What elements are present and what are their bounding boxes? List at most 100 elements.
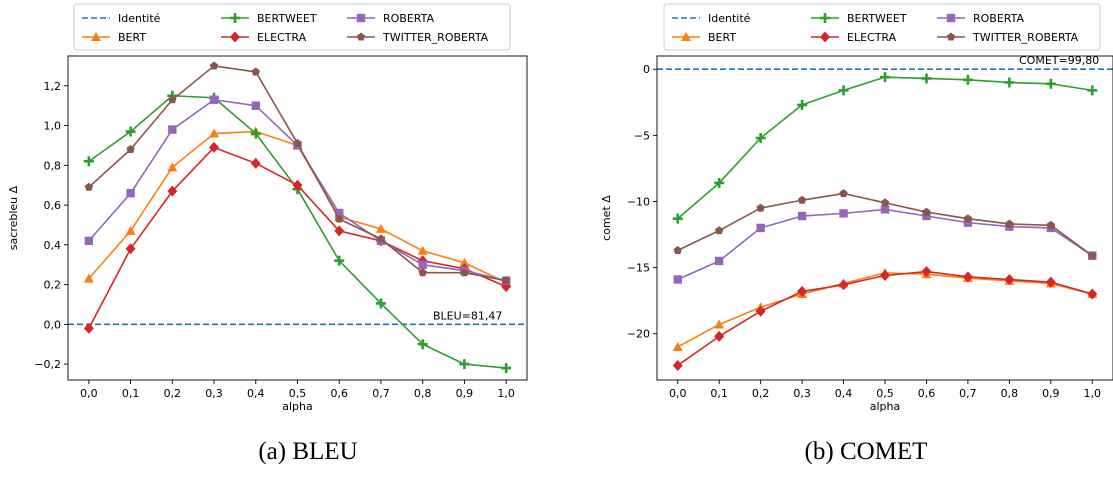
x-tick-label: 0,5 [876, 387, 894, 400]
series-twitter-roberta [85, 62, 511, 285]
legend-label: ROBERTA [383, 12, 435, 25]
y-tick-label: 0,8 [44, 159, 62, 172]
legend-label: BERTWEET [257, 12, 317, 25]
data-point-twitter-roberta [881, 198, 889, 206]
data-point-roberta [85, 237, 93, 245]
data-point-roberta [798, 212, 806, 220]
y-tick-label: 0,6 [44, 199, 62, 212]
data-point-electra [880, 270, 890, 281]
legend-label: ELECTRA [257, 31, 307, 44]
x-tick-label: 0,2 [164, 387, 182, 400]
data-point-electra [756, 306, 766, 317]
data-point-electra [714, 331, 724, 342]
legend-label: Identité [708, 12, 751, 25]
data-point-bertweet [963, 75, 973, 85]
y-tick-label: 1,0 [44, 120, 62, 133]
series-line-bertweet [89, 96, 506, 368]
y-tick-label: 0,0 [44, 318, 62, 331]
legend-label: BERT [118, 31, 146, 44]
legend-label: BERTWEET [847, 12, 907, 25]
legend-label: ELECTRA [847, 31, 897, 44]
data-point-roberta [168, 125, 176, 133]
data-point-bertweet [880, 72, 890, 82]
series-bertweet [84, 91, 511, 373]
caption-comet: (b) COMET [805, 438, 928, 466]
series-line-bert [89, 132, 506, 283]
series-line-bertweet [678, 77, 1093, 219]
x-tick-label: 0,1 [710, 387, 728, 400]
data-point-twitter-roberta [798, 196, 806, 204]
legend-label: TWITTER_ROBERTA [972, 31, 1079, 44]
x-tick-label: 0,0 [669, 387, 687, 400]
caption-bleu: (a) BLEU [258, 438, 357, 466]
legend-label: TWITTER_ROBERTA [382, 31, 489, 44]
data-point-bertweet [921, 73, 931, 83]
x-tick-label: 1,0 [1084, 387, 1102, 400]
data-point-roberta [210, 96, 218, 104]
series-bert [84, 127, 511, 287]
legend-label: BERT [708, 31, 736, 44]
x-tick-label: 0,7 [372, 387, 390, 400]
data-point-electra [673, 360, 683, 371]
data-point-electra [839, 279, 849, 290]
data-point-bertweet [1004, 77, 1014, 87]
x-tick-label: 0,6 [918, 387, 936, 400]
legend: Identité BERT BERTWEET ELECTRA ROBERTA TWITTE… [74, 4, 510, 50]
data-point-bert [418, 246, 428, 255]
data-point-roberta [252, 101, 260, 109]
data-point-twitter-roberta [252, 68, 260, 76]
x-tick-label: 0,1 [122, 387, 140, 400]
data-point-bert [126, 226, 136, 235]
series-line-twitter-roberta [89, 66, 506, 281]
y-tick-label: 0 [643, 63, 650, 76]
series-line-electra [678, 272, 1093, 366]
x-tick-label: 0,4 [835, 387, 853, 400]
data-point-twitter-roberta [964, 214, 972, 222]
data-point-twitter-roberta [293, 139, 301, 147]
data-point-twitter-roberta [377, 234, 385, 242]
data-point-twitter-roberta [674, 246, 682, 254]
data-point-electra [251, 158, 261, 169]
x-tick-label: 0,5 [289, 387, 307, 400]
y-tick-label: 1,2 [44, 80, 62, 93]
y-axis-label: sacrebleu Δ [7, 185, 20, 250]
x-tick-label: 0,4 [247, 387, 265, 400]
axes-frame [657, 56, 1113, 380]
data-point-roberta [881, 205, 889, 213]
data-point-electra [84, 323, 94, 334]
series-electra [84, 142, 511, 334]
series-line-electra [89, 147, 506, 328]
y-tick-label: 0,4 [44, 239, 62, 252]
data-point-bertweet [84, 156, 94, 166]
y-tick-label: −20 [627, 328, 650, 341]
data-point-roberta [715, 257, 723, 265]
data-point-bert [714, 319, 724, 328]
data-point-twitter-roberta [210, 62, 218, 70]
data-point-roberta [418, 261, 426, 269]
data-point-bertweet [839, 85, 849, 95]
series-twitter-roberta [674, 189, 1097, 259]
x-tick-label: 0,8 [414, 387, 432, 400]
x-tick-label: 0,9 [1042, 387, 1060, 400]
y-tick-label: −15 [627, 262, 650, 275]
x-tick-label: 1,0 [497, 387, 515, 400]
x-tick-label: 0,7 [959, 387, 977, 400]
data-point-twitter-roberta [1047, 221, 1055, 229]
x-axis-label: alpha [282, 400, 313, 413]
x-tick-label: 0,0 [80, 387, 98, 400]
data-point-roberta [674, 275, 682, 283]
y-tick-label: 0,2 [44, 279, 62, 292]
data-point-bert [673, 342, 683, 351]
data-point-twitter-roberta [922, 208, 930, 216]
data-point-bertweet [501, 363, 511, 373]
data-point-bertweet [1046, 79, 1056, 89]
data-point-electra [921, 266, 931, 277]
legend-marker [357, 14, 365, 22]
series-line-bert [678, 273, 1093, 347]
data-point-roberta [839, 209, 847, 217]
reference-annotation: BLEU=81,47 [433, 309, 502, 322]
data-point-twitter-roberta [839, 189, 847, 197]
x-tick-label: 0,9 [456, 387, 474, 400]
data-point-bertweet [459, 359, 469, 369]
